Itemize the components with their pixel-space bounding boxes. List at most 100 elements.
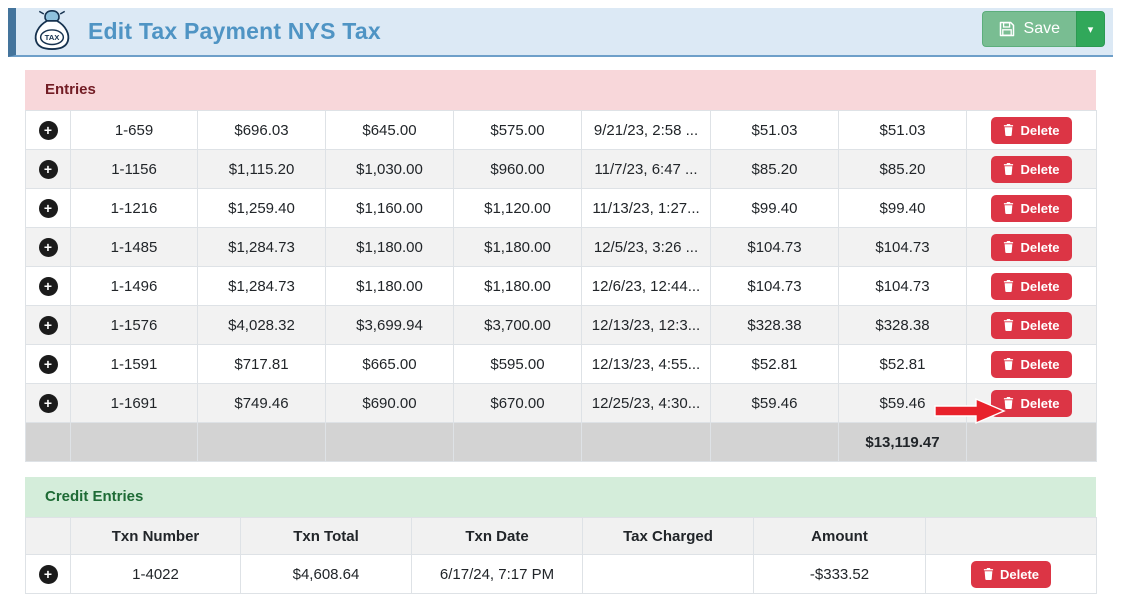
txn-total-cell: $749.46 [197,383,326,423]
plus-icon: + [43,355,53,372]
credit-entries-panel-header: Credit Entries [25,477,1096,517]
delete-button-label: Delete [1020,317,1060,333]
trash-icon [1003,280,1014,292]
delete-button-label: Delete [1020,278,1060,294]
tax-charged-cell: $99.40 [710,188,839,228]
amount-cell: $670.00 [453,383,582,423]
trash-icon [1003,163,1014,175]
col-header-txn-number: Txn Number [70,517,241,555]
tax-bag-icon: TAX [32,8,72,56]
content: Entries + 1-659 $696.03 $645.00 $575.00 … [25,70,1097,594]
credit-entries-row: + 1-4022 $4,608.64 6/17/24, 7:17 PM -$33… [25,554,1097,594]
amount-cell: -$333.52 [753,554,926,594]
txn-total-cell: $1,115.20 [197,149,326,189]
txn-date-cell: 12/13/23, 4:55... [581,344,711,384]
delete-button-label: Delete [999,566,1040,582]
empty-cell [70,422,198,462]
amount-cell: $328.38 [838,305,967,345]
save-button-label: Save [1023,20,1060,37]
txn-number-cell: 1-1216 [70,188,198,228]
delete-button[interactable]: Delete [991,311,1072,339]
amount-cell: $1,030.00 [325,149,454,189]
amount-cell: $1,120.00 [453,188,582,228]
save-dropdown-toggle[interactable]: ▾ [1076,11,1105,47]
expand-row-button[interactable]: + [38,120,58,140]
entries-row: + 1-1156 $1,115.20 $1,030.00 $960.00 11/… [25,149,1097,189]
delete-button-highlighted[interactable]: Delete [991,389,1072,417]
delete-button[interactable]: Delete [991,194,1072,222]
delete-button-label: Delete [1020,356,1060,372]
expand-row-button[interactable]: + [38,354,58,374]
expand-row-button[interactable]: + [38,237,58,257]
tax-charged-cell: $328.38 [710,305,839,345]
empty-header-cell [25,517,71,555]
delete-button[interactable]: Delete [991,233,1072,261]
delete-button[interactable]: Delete [991,116,1072,144]
page-title: Edit Tax Payment NYS Tax [88,18,381,44]
empty-cell [25,422,71,462]
entries-total-row: $13,119.47 [25,422,1097,462]
svg-text:TAX: TAX [45,33,61,42]
amount-cell: $1,160.00 [325,188,454,228]
delete-button[interactable]: Delete [970,560,1052,588]
expand-row-button[interactable]: + [38,393,58,413]
txn-total-cell: $1,284.73 [197,266,326,306]
expand-row-button[interactable]: + [38,276,58,296]
plus-icon: + [43,238,53,255]
expand-row-button[interactable]: + [38,198,58,218]
tax-charged-cell: $51.03 [710,110,839,150]
trash-icon [1003,319,1014,331]
trash-icon [1003,358,1014,370]
empty-header-cell [925,517,1097,555]
col-header-amount: Amount [753,517,926,555]
tax-charged-cell: $85.20 [710,149,839,189]
save-button[interactable]: Save [981,11,1076,47]
amount-cell: $99.40 [838,188,967,228]
plus-icon: + [43,121,53,138]
txn-date-cell: 12/13/23, 12:3... [581,305,711,345]
amount-cell: $3,699.94 [325,305,454,345]
tax-charged-cell [582,554,754,594]
amount-cell: $85.20 [838,149,967,189]
expand-row-button[interactable]: + [38,315,58,335]
save-floppy-icon [999,21,1015,37]
amount-cell: $690.00 [325,383,454,423]
txn-date-cell: 11/13/23, 1:27... [581,188,711,228]
tax-charged-cell: $104.73 [710,227,839,267]
txn-date-cell: 12/6/23, 12:44... [581,266,711,306]
empty-cell [453,422,582,462]
caret-down-icon: ▾ [1087,23,1094,36]
txn-number-cell: 1-659 [70,110,198,150]
delete-button[interactable]: Delete [991,155,1072,183]
credit-entries-table: Txn Number Txn Total Txn Date Tax Charge… [25,517,1097,594]
entries-total-value: $13,119.47 [838,422,967,462]
expand-row-button[interactable]: + [38,564,58,584]
entries-row: + 1-659 $696.03 $645.00 $575.00 9/21/23,… [25,110,1097,150]
expand-row-button[interactable]: + [38,159,58,179]
empty-cell [581,422,711,462]
amount-cell: $960.00 [453,149,582,189]
empty-cell [966,422,1097,462]
amount-cell: $3,700.00 [453,305,582,345]
amount-cell: $59.46 [838,383,967,423]
txn-number-cell: 1-1691 [70,383,198,423]
delete-button-label: Delete [1020,200,1060,216]
amount-cell: $1,180.00 [325,266,454,306]
entries-row: + 1-1691 $749.46 $690.00 $670.00 12/25/2… [25,383,1097,423]
col-header-tax-charged: Tax Charged [582,517,754,555]
amount-cell: $104.73 [838,266,967,306]
txn-number-cell: 1-1591 [70,344,198,384]
txn-total-cell: $717.81 [197,344,326,384]
tax-charged-cell: $104.73 [710,266,839,306]
entries-panel-header: Entries [25,70,1096,110]
delete-button[interactable]: Delete [991,272,1072,300]
entries-table: + 1-659 $696.03 $645.00 $575.00 9/21/23,… [25,110,1097,462]
txn-number-cell: 1-4022 [70,554,241,594]
txn-total-cell: $4,028.32 [197,305,326,345]
empty-cell [325,422,454,462]
amount-cell: $1,180.00 [453,266,582,306]
delete-button[interactable]: Delete [991,350,1072,378]
amount-cell: $51.03 [838,110,967,150]
txn-date-cell: 9/21/23, 2:58 ... [581,110,711,150]
